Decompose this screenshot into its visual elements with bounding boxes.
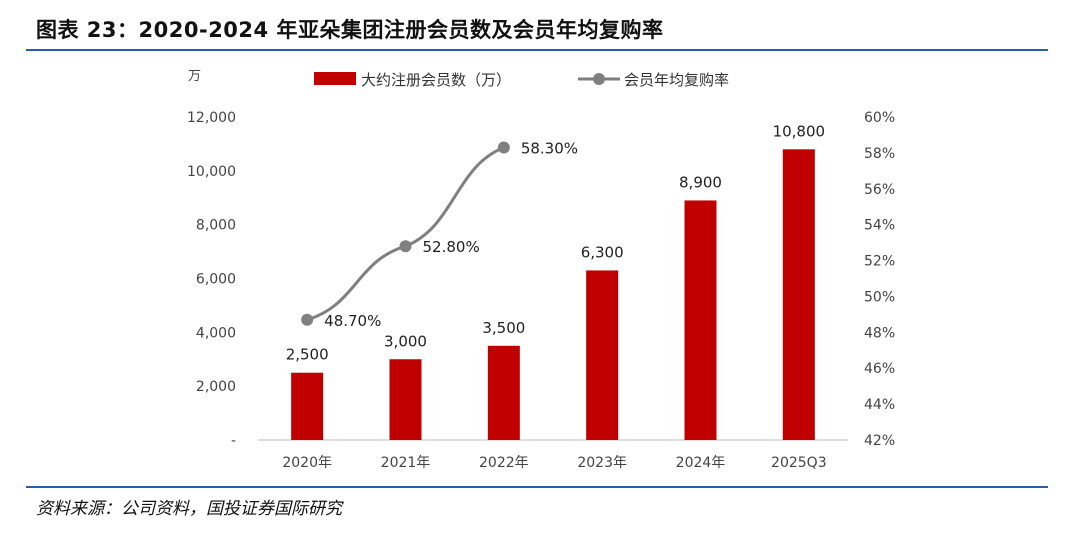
bar-value-label: 2,500 (286, 346, 329, 364)
y2-tick-label: 46% (864, 361, 895, 377)
y2-tick-label: 60% (864, 110, 895, 126)
x-tick-label: 2024年 (676, 455, 726, 471)
bar (487, 345, 520, 440)
y2-tick-label: 58% (864, 146, 895, 162)
legend-bar-label: 大约注册会员数（万） (361, 71, 511, 89)
bar-value-label: 10,800 (773, 122, 826, 140)
y2-tick-label: 50% (864, 289, 895, 305)
bar (684, 200, 717, 440)
rate-point (399, 240, 412, 253)
x-tick-label: 2022年 (479, 455, 529, 471)
rate-value-label: 52.80% (423, 238, 480, 256)
x-tick-label: 2025Q3 (771, 455, 827, 471)
x-tick-label: 2020年 (282, 455, 332, 471)
y-tick-label: 2,000 (196, 379, 236, 395)
y-tick-label: 6,000 (196, 272, 236, 288)
bar-value-label: 6,300 (581, 243, 624, 261)
y2-tick-label: 48% (864, 325, 895, 341)
title-divider (26, 49, 1048, 51)
y2-tick-label: 56% (864, 182, 895, 198)
legend-bar-swatch (314, 72, 356, 85)
chart-title: 图表 23：2020-2024 年亚朵集团注册会员数及会员年均复购率 (36, 18, 664, 42)
bar (291, 372, 324, 440)
rate-value-label: 48.70% (324, 312, 381, 330)
y2-tick-label: 52% (864, 254, 895, 270)
bar-value-label: 8,900 (679, 173, 722, 191)
y-tick-label: 4,000 (196, 325, 236, 341)
rate-line (306, 146, 505, 322)
y-tick-label: 10,000 (187, 164, 236, 180)
bar (782, 149, 815, 441)
y2-tick-label: 44% (864, 397, 895, 413)
legend-line-label: 会员年均复购率 (624, 71, 729, 89)
y-tick-label: 8,000 (196, 218, 236, 234)
x-tick-label: 2021年 (381, 455, 431, 471)
bar (389, 359, 422, 440)
y2-tick-label: 54% (864, 218, 895, 234)
y2-tick-label: 42% (864, 433, 895, 449)
y-tick-label: 12,000 (187, 110, 236, 126)
legend-line-marker (593, 73, 605, 85)
bar-value-label: 3,500 (482, 319, 525, 337)
source-note: 资料来源：公司资料，国投证券国际研究 (36, 499, 342, 519)
bar (586, 270, 619, 440)
rate-value-label: 58.30% (521, 140, 578, 158)
y-axis-unit: 万 (188, 69, 201, 84)
chart-area: - 2,000 4,000 6,000 8,000 10,000 12,000 万 42% 44%… (187, 69, 895, 471)
footer-divider (26, 486, 1048, 488)
y-tick-label: - (231, 433, 236, 449)
bar-value-label: 3,000 (384, 332, 427, 350)
rate-point (497, 141, 510, 154)
x-tick-label: 2023年 (577, 455, 627, 471)
rate-point (301, 313, 314, 326)
